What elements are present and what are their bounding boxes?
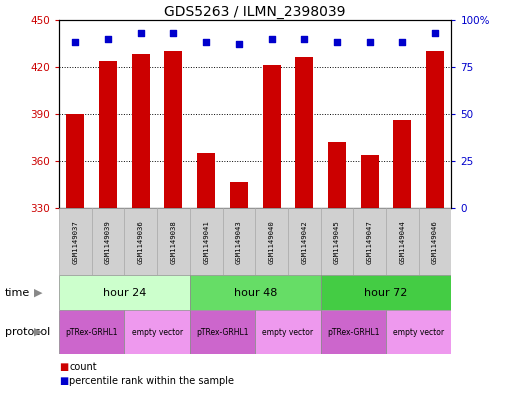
- Point: [267, 35, 275, 42]
- Bar: [263, 65, 281, 208]
- Text: percentile rank within the sample: percentile rank within the sample: [69, 376, 234, 386]
- Text: empty vector: empty vector: [262, 328, 313, 336]
- Point: [366, 39, 374, 46]
- Bar: [157, 208, 190, 275]
- Bar: [99, 61, 117, 208]
- Text: empty vector: empty vector: [131, 328, 183, 336]
- Bar: [386, 208, 419, 275]
- Bar: [124, 310, 190, 354]
- Bar: [132, 54, 150, 208]
- Text: protocol: protocol: [5, 327, 50, 337]
- Text: ■: ■: [59, 362, 68, 373]
- Text: GSM1149042: GSM1149042: [301, 220, 307, 264]
- Bar: [321, 275, 451, 310]
- Bar: [230, 182, 248, 208]
- Bar: [361, 155, 379, 208]
- Text: GSM1149041: GSM1149041: [203, 220, 209, 264]
- Text: GSM1149038: GSM1149038: [170, 220, 176, 264]
- Bar: [353, 208, 386, 275]
- Bar: [59, 310, 124, 354]
- Point: [104, 35, 112, 42]
- Text: GSM1149040: GSM1149040: [269, 220, 274, 264]
- Text: pTRex-GRHL1: pTRex-GRHL1: [196, 328, 249, 336]
- Bar: [426, 51, 444, 208]
- Bar: [255, 310, 321, 354]
- Bar: [321, 208, 353, 275]
- Point: [431, 30, 439, 36]
- Bar: [393, 120, 411, 208]
- Bar: [66, 114, 84, 208]
- Text: GSM1149047: GSM1149047: [367, 220, 372, 264]
- Point: [398, 39, 406, 46]
- Bar: [419, 208, 451, 275]
- Bar: [386, 310, 451, 354]
- Text: GSM1149036: GSM1149036: [138, 220, 144, 264]
- Text: GSM1149039: GSM1149039: [105, 220, 111, 264]
- Bar: [255, 208, 288, 275]
- Text: ■: ■: [59, 376, 68, 386]
- Bar: [295, 57, 313, 208]
- Point: [300, 35, 308, 42]
- Bar: [59, 275, 190, 310]
- Bar: [92, 208, 125, 275]
- Text: hour 24: hour 24: [103, 288, 146, 298]
- Bar: [190, 275, 321, 310]
- Text: GSM1149046: GSM1149046: [432, 220, 438, 264]
- Text: GSM1149045: GSM1149045: [334, 220, 340, 264]
- Point: [235, 41, 243, 47]
- Text: pTRex-GRHL1: pTRex-GRHL1: [327, 328, 380, 336]
- Text: GSM1149043: GSM1149043: [236, 220, 242, 264]
- Point: [71, 39, 80, 46]
- Text: time: time: [5, 288, 30, 298]
- Bar: [59, 208, 92, 275]
- Text: hour 48: hour 48: [233, 288, 277, 298]
- Text: ▶: ▶: [34, 288, 43, 298]
- Bar: [223, 208, 255, 275]
- Point: [136, 30, 145, 36]
- Point: [169, 30, 177, 36]
- Title: GDS5263 / ILMN_2398039: GDS5263 / ILMN_2398039: [165, 5, 346, 18]
- Bar: [197, 153, 215, 208]
- Bar: [288, 208, 321, 275]
- Bar: [321, 310, 386, 354]
- Text: ▶: ▶: [34, 327, 43, 337]
- Text: count: count: [69, 362, 97, 373]
- Bar: [165, 51, 183, 208]
- Text: GSM1149037: GSM1149037: [72, 220, 78, 264]
- Point: [202, 39, 210, 46]
- Bar: [328, 142, 346, 208]
- Text: GSM1149044: GSM1149044: [400, 220, 405, 264]
- Text: pTRex-GRHL1: pTRex-GRHL1: [66, 328, 118, 336]
- Text: hour 72: hour 72: [364, 288, 408, 298]
- Text: empty vector: empty vector: [393, 328, 444, 336]
- Bar: [190, 310, 255, 354]
- Point: [333, 39, 341, 46]
- Bar: [190, 208, 223, 275]
- Bar: [124, 208, 157, 275]
